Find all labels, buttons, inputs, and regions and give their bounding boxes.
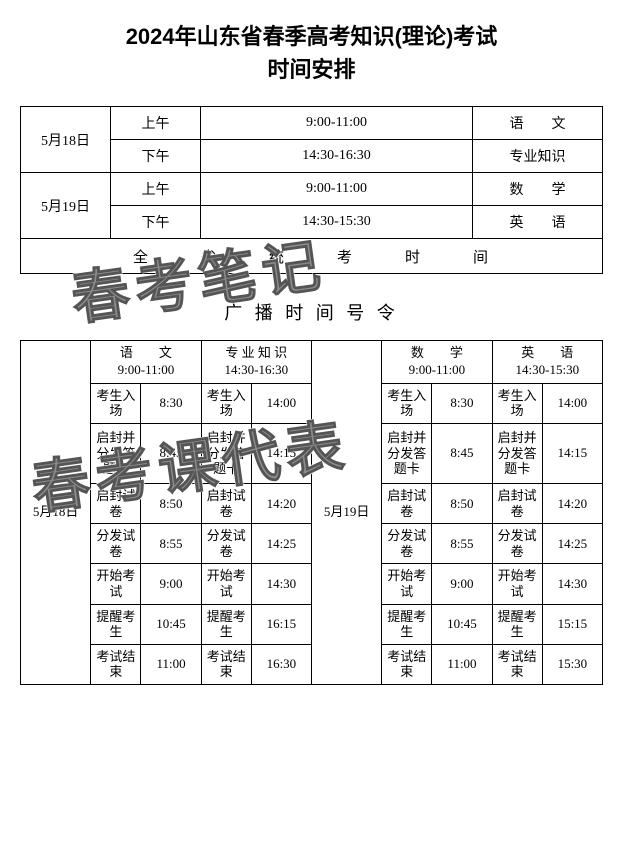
table-row: 5月18日 上午 9:00-11:00 语 文: [21, 107, 603, 140]
step-label: 启封并分发答题卡: [91, 423, 141, 483]
time-cell: 8:45: [432, 423, 492, 483]
detail-table: 5月18日 语 文 9:00-11:00 专 业 知 识 14:30-16:30…: [20, 340, 603, 685]
table-row: 5月19日 上午 9:00-11:00 数 学: [21, 173, 603, 206]
range-text: 9:00-11:00: [384, 362, 489, 379]
step-label: 开始考试: [492, 564, 542, 604]
step-label: 分发试卷: [382, 524, 432, 564]
time-cell: 14:25: [251, 524, 311, 564]
subject-cell: 语 文: [473, 107, 603, 140]
subject-cell: 专业知识: [473, 140, 603, 173]
time-cell: 16:30: [251, 644, 311, 684]
time-cell: 9:00-11:00: [201, 107, 473, 140]
range-text: 14:30-16:30: [204, 362, 309, 379]
time-cell: 14:20: [251, 483, 311, 523]
time-cell: 14:00: [542, 383, 602, 423]
step-label: 启封试卷: [382, 483, 432, 523]
step-label: 提醒考生: [201, 604, 251, 644]
date-cell: 5月19日: [21, 173, 111, 239]
col-header: 数 学 9:00-11:00: [382, 341, 492, 384]
province-text: 全 省 统 考 时 间: [21, 239, 603, 274]
step-label: 开始考试: [382, 564, 432, 604]
step-label: 提醒考生: [382, 604, 432, 644]
time-cell: 14:30-16:30: [201, 140, 473, 173]
step-label: 分发试卷: [492, 524, 542, 564]
page-title: 2024年山东省春季高考知识(理论)考试 时间安排: [20, 20, 603, 86]
time-cell: 9:00-11:00: [201, 173, 473, 206]
title-line-2: 时间安排: [20, 53, 603, 86]
time-cell: 14:30-15:30: [201, 206, 473, 239]
step-label: 考试结束: [91, 644, 141, 684]
subject-text: 英 语: [495, 345, 600, 362]
time-cell: 9:00: [432, 564, 492, 604]
time-cell: 10:45: [432, 604, 492, 644]
subject-text: 语 文: [93, 345, 198, 362]
step-label: 考生入场: [492, 383, 542, 423]
time-cell: 15:30: [542, 644, 602, 684]
col-header: 英 语 14:30-15:30: [492, 341, 602, 384]
step-label: 启封试卷: [201, 483, 251, 523]
time-cell: 14:15: [542, 423, 602, 483]
step-label: 提醒考生: [91, 604, 141, 644]
step-label: 考生入场: [91, 383, 141, 423]
time-cell: 15:15: [542, 604, 602, 644]
time-cell: 14:25: [542, 524, 602, 564]
step-label: 提醒考生: [492, 604, 542, 644]
time-cell: 9:00: [141, 564, 201, 604]
subject-cell: 英 语: [473, 206, 603, 239]
subject-text: 数 学: [384, 345, 489, 362]
time-cell: 11:00: [141, 644, 201, 684]
step-label: 考试结束: [201, 644, 251, 684]
col-header: 专 业 知 识 14:30-16:30: [201, 341, 311, 384]
range-text: 14:30-15:30: [495, 362, 600, 379]
time-cell: 8:50: [141, 483, 201, 523]
step-label: 启封并分发答题卡: [382, 423, 432, 483]
time-cell: 8:30: [141, 383, 201, 423]
step-label: 分发试卷: [91, 524, 141, 564]
step-label: 考试结束: [492, 644, 542, 684]
step-label: 启封并分发答题卡: [201, 423, 251, 483]
time-cell: 10:45: [141, 604, 201, 644]
schedule-table: 5月18日 上午 9:00-11:00 语 文 下午 14:30-16:30 专…: [20, 106, 603, 274]
time-cell: 14:15: [251, 423, 311, 483]
range-text: 9:00-11:00: [93, 362, 198, 379]
table-row: 5月18日 语 文 9:00-11:00 专 业 知 识 14:30-16:30…: [21, 341, 603, 384]
step-label: 启封并分发答题卡: [492, 423, 542, 483]
time-cell: 14:30: [542, 564, 602, 604]
period-cell: 下午: [111, 206, 201, 239]
step-label: 启封试卷: [91, 483, 141, 523]
date-cell: 5月18日: [21, 107, 111, 173]
broadcast-title: 广 播 时 间 号 令: [20, 299, 603, 325]
step-label: 启封试卷: [492, 483, 542, 523]
time-cell: 11:00: [432, 644, 492, 684]
time-cell: 8:55: [141, 524, 201, 564]
col-header: 语 文 9:00-11:00: [91, 341, 201, 384]
province-row: 全 省 统 考 时 间: [21, 239, 603, 274]
date-cell: 5月19日: [311, 341, 381, 685]
step-label: 开始考试: [91, 564, 141, 604]
period-cell: 上午: [111, 173, 201, 206]
date-cell: 5月18日: [21, 341, 91, 685]
title-line-1: 2024年山东省春季高考知识(理论)考试: [20, 20, 603, 53]
time-cell: 14:30: [251, 564, 311, 604]
step-label: 分发试卷: [201, 524, 251, 564]
time-cell: 14:00: [251, 383, 311, 423]
period-cell: 上午: [111, 107, 201, 140]
step-label: 考生入场: [201, 383, 251, 423]
subject-text: 专 业 知 识: [204, 345, 309, 362]
time-cell: 16:15: [251, 604, 311, 644]
subject-cell: 数 学: [473, 173, 603, 206]
step-label: 考生入场: [382, 383, 432, 423]
time-cell: 8:55: [432, 524, 492, 564]
time-cell: 8:50: [432, 483, 492, 523]
time-cell: 14:20: [542, 483, 602, 523]
step-label: 开始考试: [201, 564, 251, 604]
time-cell: 8:45: [141, 423, 201, 483]
time-cell: 8:30: [432, 383, 492, 423]
step-label: 考试结束: [382, 644, 432, 684]
period-cell: 下午: [111, 140, 201, 173]
